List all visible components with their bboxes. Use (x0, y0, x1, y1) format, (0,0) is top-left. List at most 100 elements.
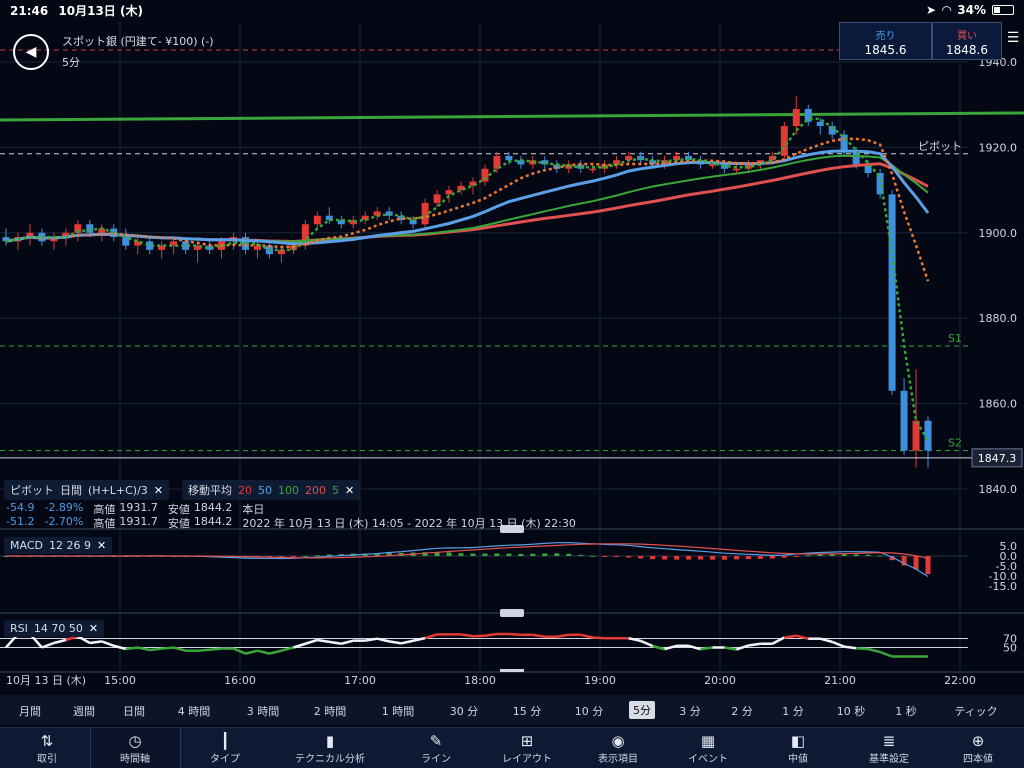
interval-option[interactable]: 3 時間 (246, 705, 280, 718)
interval-option[interactable]: 2 時間 (313, 705, 347, 718)
rsi-line-segment (281, 646, 294, 652)
macd-histogram-bar (757, 556, 763, 559)
candle-body (816, 121, 824, 127)
toolbar-button[interactable]: ◉ 表示項目 (574, 728, 662, 768)
macd-histogram-bar (817, 554, 823, 556)
rsi-indicator-tag[interactable]: RSI 14 70 50 ✕ (4, 620, 105, 637)
buy-quote-button[interactable]: 買い 1848.6 (932, 22, 1002, 60)
candle-body (134, 241, 142, 246)
interval-option[interactable]: 10 秒 (836, 705, 866, 718)
toolbar-button[interactable]: ▮ テクニカル分析 (286, 728, 374, 768)
rsi-line-segment (748, 642, 761, 647)
close-icon[interactable]: ✕ (96, 539, 107, 552)
macd-histogram-bar (326, 554, 332, 556)
toolbar-button[interactable]: ◷ 時間軸 (91, 728, 179, 768)
rsi-line-segment (137, 646, 150, 652)
macd-histogram-bar (805, 555, 811, 557)
ma-indicator-tag[interactable]: 移動平均 20 50 100 200 5 ✕ (182, 480, 361, 500)
interval-option[interactable]: 2 分 (731, 705, 753, 718)
candle-body (505, 155, 513, 161)
macd-axis-label: -10.0 (989, 570, 1017, 583)
interval-option[interactable]: 30 分 (449, 705, 479, 718)
time-axis-label: 18:00 (464, 674, 496, 687)
toolbar-button[interactable]: ┃ タイプ (181, 728, 269, 768)
back-button[interactable]: ◀ (13, 34, 49, 70)
chart-timeframe: 5分 (62, 56, 80, 69)
pivot-period: 日間 (60, 484, 82, 497)
toolbar-label: 表示項目 (598, 754, 638, 765)
toolbar-button[interactable]: ◧ 中値 (754, 728, 842, 768)
macd-histogram-bar (745, 556, 751, 560)
candle-body (481, 168, 489, 182)
interval-option[interactable]: 1 秒 (895, 705, 917, 718)
rsi-line-segment (412, 636, 426, 642)
toolbar-label: 中値 (788, 754, 808, 765)
change-value: -54.9 (6, 501, 35, 514)
wifi-icon: ◠ (942, 3, 952, 17)
interval-option[interactable]: 月間 (19, 705, 41, 718)
price-chart[interactable]: 1940.01920.01900.01880.01860.01840.0ピボット… (0, 0, 1024, 695)
toolbar-button[interactable]: ✎ ライン (392, 728, 480, 768)
candle-body (912, 420, 920, 451)
toolbar-button[interactable]: ≣ 基準設定 (845, 728, 933, 768)
candle-body (924, 420, 932, 451)
toolbar-button[interactable]: ⊕ 四本値 (934, 728, 1022, 768)
time-axis-label: 15:00 (104, 674, 136, 687)
toolbar-label: イベント (688, 754, 728, 765)
rsi-line-segment (736, 644, 749, 651)
macd-histogram-bar (314, 555, 320, 557)
macd-histogram-bar (925, 556, 931, 575)
interval-option[interactable]: 10 分 (574, 705, 604, 718)
macd-histogram-bar (901, 556, 907, 566)
interval-option[interactable]: 週間 (73, 705, 95, 718)
macd-indicator-tag[interactable]: MACD 12 26 9 ✕ (4, 537, 113, 554)
close-icon[interactable]: ✕ (345, 483, 355, 497)
candle-body (122, 237, 130, 246)
rsi-line-segment (472, 634, 486, 638)
change-value: -51.2 (6, 515, 35, 528)
candle-body (421, 202, 429, 225)
toolbar-label: 取引 (37, 754, 57, 765)
interval-option[interactable]: 1 分 (782, 705, 804, 718)
interval-option[interactable]: 3 分 (679, 705, 701, 718)
rsi-line-segment (664, 644, 677, 651)
interval-bar: 月間 週間 日間 4 時間 3 時間 2 時間 1 時間 30 分 15 分 10 分 5分 3 分 2… (0, 695, 1024, 725)
rsi-line-segment (304, 638, 318, 645)
rsi-line-segment (724, 646, 737, 651)
pencil-icon: ✎ (429, 732, 443, 750)
mid-price-icon: ◧ (790, 732, 806, 750)
close-icon[interactable]: ✕ (153, 483, 164, 497)
candle-body (445, 190, 453, 195)
rsi-line-segment (329, 640, 342, 645)
status-date: 10月13日 (木) (58, 3, 143, 18)
rsi-line-segment (269, 649, 282, 655)
toolbar-button[interactable]: ⇅ 取引 (3, 728, 91, 768)
rsi-line-segment (831, 640, 845, 648)
macd-histogram-bar (781, 556, 787, 558)
change-percent: -2.70% (44, 515, 84, 528)
interval-option[interactable]: 1 時間 (381, 705, 415, 718)
rsi-params: 14 70 50 (33, 622, 83, 635)
menu-icon[interactable]: ☰ (1006, 30, 1020, 46)
rsi-axis-label: 70 (1003, 633, 1017, 646)
sell-quote-button[interactable]: 売り 1845.6 (839, 22, 932, 60)
candle-body (433, 194, 441, 203)
candle-body (589, 168, 597, 171)
toolbar-button[interactable]: ⊞ レイアウト (483, 728, 571, 768)
candle-body (397, 215, 405, 220)
interval-option[interactable]: 15 分 (512, 705, 542, 718)
close-icon[interactable]: ✕ (88, 622, 99, 635)
time-axis-label: 20:00 (704, 674, 736, 687)
candle-body (673, 155, 681, 161)
interval-option[interactable]: 5分 (629, 701, 655, 719)
interval-option[interactable]: 日間 (123, 705, 145, 718)
interval-option[interactable]: ティック (954, 705, 998, 718)
pivot-indicator-tag[interactable]: ピボット 日間 (H+L+C)/3 ✕ (4, 480, 170, 500)
macd-histogram-bar (733, 556, 739, 560)
toolbar-button[interactable]: ▦ イベント (664, 728, 752, 768)
macd-histogram-bar (686, 556, 692, 560)
buy-label: 買い (957, 31, 977, 42)
macd-histogram-bar (506, 553, 512, 556)
date-range: 2022 年 10月 13 日 (木) 14:05 - 2022 年 10月 1… (242, 517, 576, 530)
interval-option[interactable]: 4 時間 (177, 705, 211, 718)
